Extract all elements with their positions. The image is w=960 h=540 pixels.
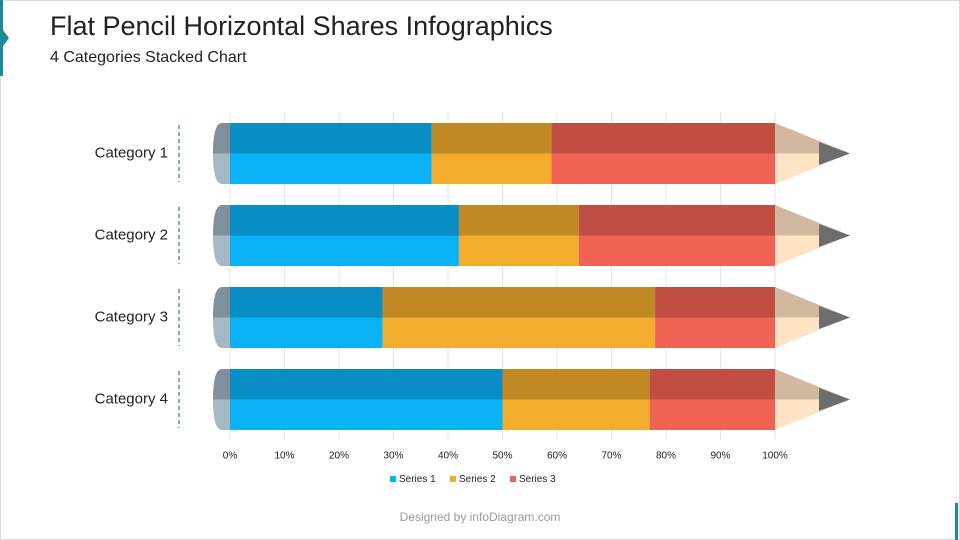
bar-segment [230, 369, 503, 430]
bar-segment [502, 369, 650, 430]
bar-shade [230, 369, 503, 400]
bar-shade [230, 205, 459, 236]
bar-segment [230, 287, 383, 348]
pencil-wood [775, 153, 850, 184]
pencil-eraser [213, 123, 230, 154]
category-label: Category 4 [95, 390, 168, 407]
pencil-eraser [213, 287, 230, 318]
legend-label: Series 1 [399, 474, 436, 485]
x-tick-label: 70% [601, 451, 621, 462]
bar-segment [551, 123, 775, 184]
subtitle: 4 Categories Stacked Chart [50, 49, 247, 66]
bar-shade [431, 123, 552, 154]
pencil-wood [775, 317, 850, 348]
pencil-wood [775, 399, 850, 430]
x-tick-label: 80% [656, 451, 676, 462]
title: Flat Pencil Horizontal Shares Infographi… [50, 11, 553, 41]
pencil-eraser [213, 235, 230, 266]
pencil-wood [775, 123, 850, 154]
x-tick-label: 0% [223, 451, 238, 462]
pencil-eraser [213, 369, 230, 400]
bar-segment [230, 205, 459, 266]
x-tick-label: 90% [710, 451, 730, 462]
bar-shade [655, 287, 775, 318]
bar-shade [458, 205, 579, 236]
pencil-eraser [213, 317, 230, 348]
pencil-wood [775, 369, 850, 400]
pencil-lead [819, 388, 850, 411]
x-tick-label: 20% [329, 451, 349, 462]
bar-shade [382, 287, 656, 318]
legend-swatch [450, 476, 456, 482]
pencil-eraser [213, 399, 230, 430]
bar-segment [655, 287, 775, 348]
pencil-eraser [213, 153, 230, 184]
bar-segment [431, 123, 552, 184]
legend-label: Series 3 [519, 474, 556, 485]
accent-arrow [3, 30, 9, 46]
pencil-wood [775, 287, 850, 318]
x-tick-label: 10% [274, 451, 294, 462]
category-label: Category 3 [95, 308, 168, 325]
x-tick-label: 60% [547, 451, 567, 462]
bar-segment [578, 205, 775, 266]
bar-segment [458, 205, 579, 266]
footer: Designed by infoDiagram.com [400, 510, 561, 524]
x-tick-label: 100% [762, 451, 788, 462]
legend-label: Series 2 [459, 474, 496, 485]
category-label: Category 2 [95, 226, 168, 243]
pencil-wood [775, 205, 850, 236]
pencil-wood [775, 235, 850, 266]
category-label: Category 1 [95, 144, 168, 161]
x-tick-label: 40% [438, 451, 458, 462]
bar-segment [382, 287, 656, 348]
bar-shade [502, 369, 650, 400]
legend-swatch [510, 476, 516, 482]
pencil-lead [819, 224, 850, 247]
pencil-lead [819, 142, 850, 165]
bar-shade [649, 369, 775, 400]
accent-bar [0, 0, 3, 76]
pencil-lead [819, 306, 850, 329]
x-tick-label: 30% [383, 451, 403, 462]
bar-shade [551, 123, 775, 154]
bar-shade [230, 287, 383, 318]
legend-swatch [390, 476, 396, 482]
x-tick-label: 50% [492, 451, 512, 462]
bar-segment [230, 123, 432, 184]
bar-shade [578, 205, 775, 236]
pencil-eraser [213, 205, 230, 236]
bar-shade [230, 123, 432, 154]
bar-segment [649, 369, 775, 430]
accent-bar [955, 503, 958, 540]
